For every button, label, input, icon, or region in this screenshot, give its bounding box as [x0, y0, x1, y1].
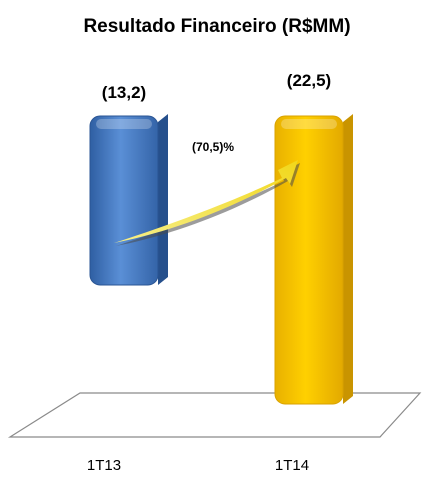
bar-side	[343, 114, 353, 404]
bar-1T13-body	[89, 115, 159, 286]
chart-title: Resultado Financeiro (R$MM)	[83, 16, 350, 37]
category-label-1T13: 1T13	[87, 457, 121, 474]
bar-highlight	[96, 119, 152, 129]
bar-side	[158, 114, 168, 285]
bars-layer	[89, 114, 353, 405]
chart-floor	[7, 392, 422, 438]
bar-highlight	[281, 119, 337, 129]
category-label-1T14: 1T14	[275, 457, 309, 474]
change-annotation: (70,5)%	[192, 140, 234, 154]
bar-1T14	[274, 114, 353, 405]
data-label-1T14: (22,5)	[287, 71, 331, 90]
bar-1T13	[89, 114, 168, 286]
bar-1T14-body	[274, 115, 344, 405]
data-label-1T13: (13,2)	[102, 83, 146, 102]
